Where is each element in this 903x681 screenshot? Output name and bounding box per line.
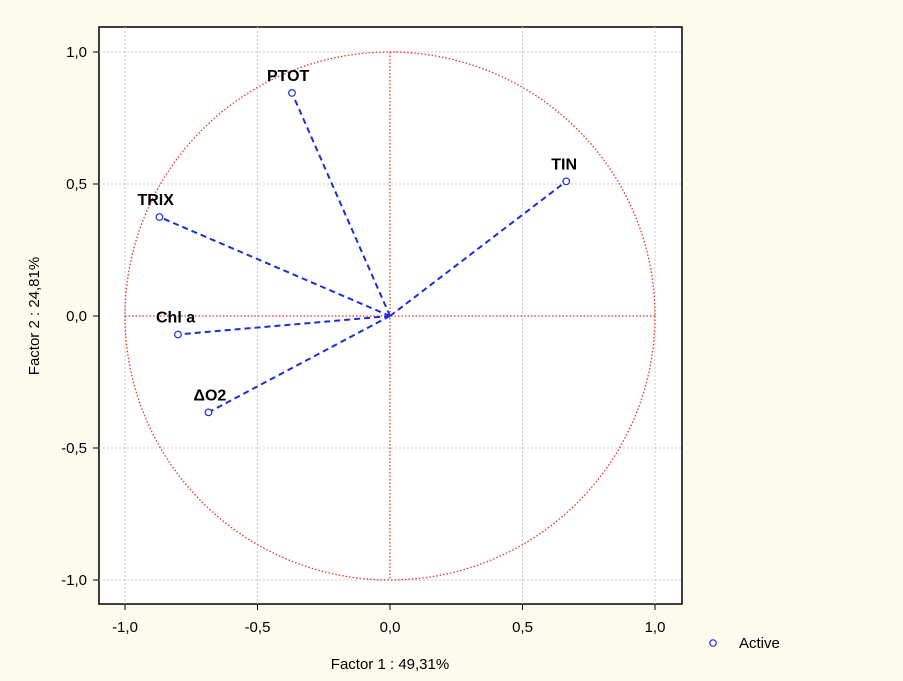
x-axis-title: Factor 1 : 49,31% — [331, 656, 449, 673]
loading-vector — [177, 315, 391, 336]
x-tick-label: -1,0 — [112, 619, 138, 636]
loading-vector — [291, 92, 391, 317]
data-point-label: Chl a — [156, 309, 195, 326]
x-tick-label: 1,0 — [645, 619, 666, 636]
y-tick-label: 0,0 — [66, 308, 87, 325]
legend: Active — [709, 635, 780, 652]
y-tick-label: 1,0 — [66, 44, 87, 61]
data-point-label: PTOT — [267, 68, 310, 85]
loading-vector — [208, 315, 391, 414]
y-tick-label: -0,5 — [61, 440, 87, 457]
loading-vector — [159, 216, 391, 317]
y-tick-label: 0,5 — [66, 176, 87, 193]
data-point — [204, 408, 213, 417]
y-axis-title: Factor 2 : 24,81% — [26, 257, 43, 375]
legend-marker-icon — [709, 639, 717, 647]
x-tick-label: 0,5 — [512, 619, 533, 636]
data-point — [288, 89, 296, 97]
data-point-label: TIN — [551, 156, 577, 173]
loading-vector — [389, 180, 567, 317]
legend-label: Active — [739, 635, 780, 652]
axis-ticks: -1,0 -0,5 0,0 0,5 1,0 1,0 0,5 0,0 -0,5 -1,0 — [61, 44, 665, 636]
data-points: PTOT TIN TRIX Chl a ΔO2 — [137, 68, 577, 417]
data-point-label: TRIX — [137, 192, 174, 209]
x-tick-label: -0,5 — [245, 619, 271, 636]
y-tick-label: -1,0 — [61, 572, 87, 589]
loading-vectors — [159, 92, 567, 414]
data-point — [155, 213, 164, 221]
x-tick-label: 0,0 — [380, 619, 401, 636]
data-point — [174, 330, 182, 339]
data-point — [562, 177, 571, 186]
data-point-label: ΔO2 — [193, 387, 226, 404]
grid-lines — [99, 27, 682, 604]
